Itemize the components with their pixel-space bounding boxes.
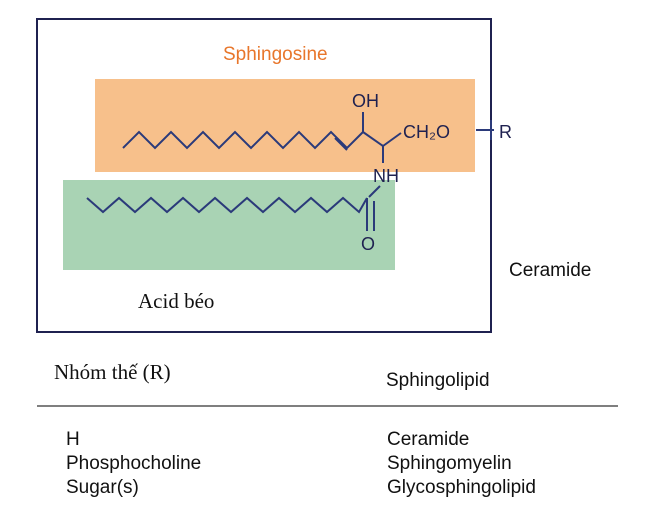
- nh-label: NH: [373, 166, 399, 186]
- ch2o-label: CH₂O: [403, 122, 450, 142]
- table-row-r: Phosphocholine: [66, 453, 201, 474]
- fatty-acid-chain: [86, 196, 368, 214]
- oh-label: OH: [352, 91, 379, 111]
- ceramide-frame: [36, 18, 492, 333]
- r-group-header: Nhóm thế (R): [54, 360, 171, 384]
- sphingolipid-header: Sphingolipid: [386, 370, 490, 391]
- sphingosine-highlight: [95, 79, 475, 172]
- table-row-lipid: Glycosphingolipid: [387, 477, 536, 498]
- double-bond-line: [334, 137, 348, 151]
- c2-c1-bond: [382, 132, 402, 147]
- fatty-acid-label: Acid béo: [138, 289, 214, 313]
- table-row-r: Sugar(s): [66, 477, 139, 498]
- carbonyl-o-label: O: [361, 234, 375, 254]
- fatty-acid-highlight: [63, 180, 395, 270]
- sphingosine-chain: [122, 130, 364, 150]
- c3-c2-bond: [362, 131, 384, 147]
- table-row-r: H: [66, 429, 80, 450]
- sphingosine-label: Sphingosine: [223, 44, 328, 65]
- table-row-lipid: Ceramide: [387, 429, 469, 450]
- table-row-lipid: Sphingomyelin: [387, 453, 512, 474]
- ceramide-label: Ceramide: [509, 260, 591, 281]
- r-label: R: [499, 122, 512, 142]
- n-carbonyl-bond: [368, 185, 381, 198]
